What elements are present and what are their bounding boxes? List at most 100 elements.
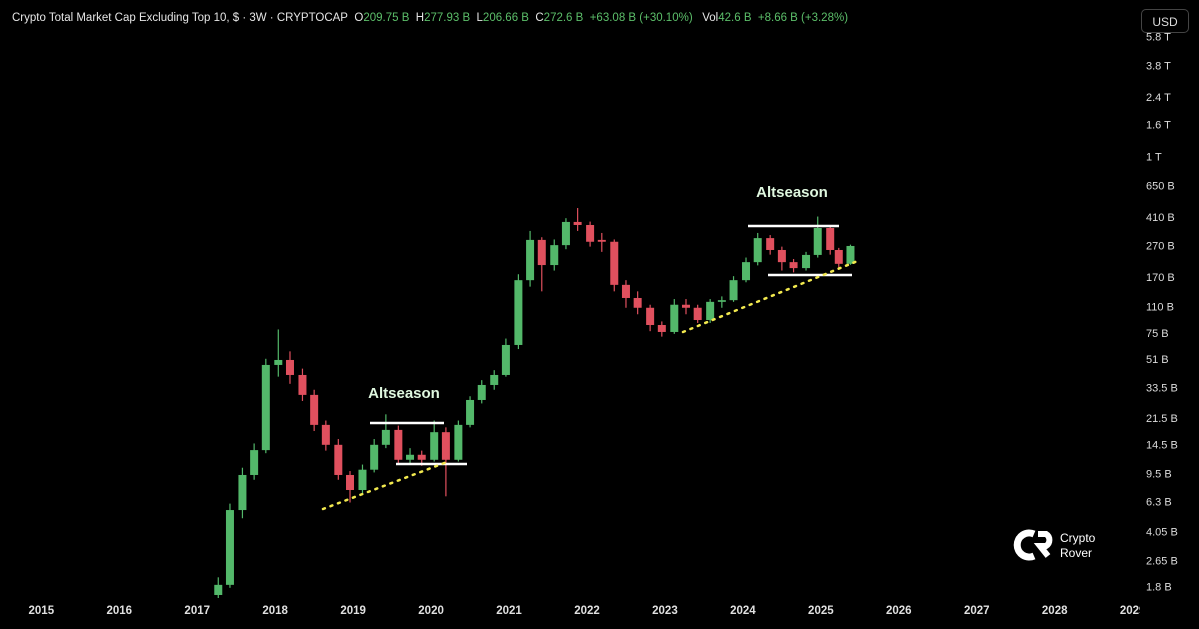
candle-body xyxy=(706,301,715,321)
candle-body xyxy=(381,429,390,445)
logo-icon xyxy=(1013,529,1036,561)
label: Vol xyxy=(702,12,719,24)
candle-body xyxy=(693,307,702,321)
x-tick-label: 2026 xyxy=(886,605,912,617)
candle-body xyxy=(597,239,606,242)
candle-body xyxy=(310,394,319,425)
candle-body xyxy=(753,238,762,263)
x-tick-label: 2025 xyxy=(808,605,834,617)
candle-body xyxy=(477,384,486,400)
candle-body xyxy=(729,280,738,301)
value: 42.6 B xyxy=(718,12,752,24)
candle-body xyxy=(681,304,690,308)
candle-body xyxy=(526,239,535,281)
x-tick-label: 2024 xyxy=(730,605,756,617)
candle-body xyxy=(501,344,510,375)
y-tick-label: 9.5 B xyxy=(1146,468,1172,480)
y-tick-label: 1 T xyxy=(1146,151,1162,163)
candle-body xyxy=(214,584,223,595)
header: Crypto Total Market Cap Excluding Top 10… xyxy=(12,12,848,24)
candle-body xyxy=(441,432,450,460)
annotation: Altseason xyxy=(756,184,828,201)
change: +8.66 B (+3.28%) xyxy=(757,12,849,24)
candle-body xyxy=(537,239,546,266)
x-tick-label: 2027 xyxy=(964,605,990,617)
x-tick-label: 2021 xyxy=(496,605,522,617)
currency-button[interactable]: USD xyxy=(1141,9,1189,33)
candle-body xyxy=(334,444,343,475)
logo-icon xyxy=(1033,531,1053,558)
y-tick-label: 110 B xyxy=(1146,302,1174,314)
x-tick-label: 2019 xyxy=(340,605,366,617)
candle-body xyxy=(370,444,379,470)
x-tick-label: 2016 xyxy=(106,605,132,617)
candle-body xyxy=(766,238,775,250)
annotation-drawings: Altseason Altseason xyxy=(321,184,862,511)
logo-text: Crypto xyxy=(1060,531,1096,545)
label: O xyxy=(354,12,364,24)
candle-body xyxy=(274,359,283,365)
y-tick-label: 33.5 B xyxy=(1146,383,1178,395)
y-tick-label: 14.5 B xyxy=(1146,440,1178,452)
label: L xyxy=(476,12,483,24)
x-tick-label: 2029 xyxy=(1120,605,1146,617)
candle-body xyxy=(238,474,247,511)
y-tick-label: 4.05 B xyxy=(1146,527,1178,539)
y-tick-label: 51 B xyxy=(1146,354,1169,366)
candle-body xyxy=(789,262,798,269)
candle-body xyxy=(430,432,439,460)
y-tick-label: 3.8 T xyxy=(1146,60,1171,72)
candle-body xyxy=(610,241,619,285)
y-tick-label: 170 B xyxy=(1146,272,1175,284)
value: 209.75 B xyxy=(363,12,410,24)
y-axis: 5.8 T 3.8 T 2.4 T 1.6 T 1 T 650 B 410 B 270 B 17… xyxy=(1146,32,1178,594)
y-tick-label: 75 B xyxy=(1146,328,1169,340)
x-tick-label: 2020 xyxy=(418,605,444,617)
y-tick-label: 5.8 T xyxy=(1146,32,1171,44)
y-tick-label: 6.3 B xyxy=(1146,496,1172,508)
candle-body xyxy=(417,454,426,460)
candle-body xyxy=(670,304,679,332)
y-tick-label: 2.4 T xyxy=(1146,92,1171,104)
logo: Crypto Rover xyxy=(1013,529,1096,561)
candle-body xyxy=(514,280,523,345)
y-tick-label: 2.65 B xyxy=(1146,555,1178,567)
candle-body xyxy=(826,227,835,250)
y-tick-label: 1.6 T xyxy=(1146,119,1171,131)
candle-body xyxy=(550,245,559,266)
x-tick-label: 2028 xyxy=(1042,605,1068,617)
x-tick-label: 2017 xyxy=(184,605,210,617)
candle-body xyxy=(633,297,642,308)
y-tick-label: 1.8 B xyxy=(1146,582,1172,594)
candle-body xyxy=(261,364,270,451)
candle-body xyxy=(573,221,582,225)
value: 272.6 B xyxy=(543,12,584,24)
candle-body xyxy=(561,221,570,246)
x-tick-label: 2023 xyxy=(652,605,678,617)
y-tick-label: 410 B xyxy=(1146,212,1175,224)
candle-body xyxy=(358,469,367,491)
change: +63.08 B (+30.10%) xyxy=(589,12,693,24)
trend-line xyxy=(681,258,862,334)
candle-body xyxy=(346,474,355,491)
candle-body xyxy=(621,284,630,298)
label: H xyxy=(415,12,425,24)
x-tick-label: 2022 xyxy=(574,605,600,617)
candle-body xyxy=(406,454,415,460)
candle-body xyxy=(834,249,843,264)
label: C xyxy=(535,12,544,24)
y-tick-label: 21.5 B xyxy=(1146,413,1178,425)
candle-body xyxy=(285,359,294,375)
candle-body xyxy=(777,249,786,263)
trend-line xyxy=(321,460,449,511)
candles xyxy=(214,208,855,598)
candle-body xyxy=(394,429,403,460)
candle-body xyxy=(225,510,234,585)
candle-body xyxy=(321,424,330,445)
candle-body xyxy=(802,254,811,269)
value: 277.93 B xyxy=(424,12,471,24)
candle-body xyxy=(298,374,307,395)
candle-body xyxy=(466,399,475,425)
